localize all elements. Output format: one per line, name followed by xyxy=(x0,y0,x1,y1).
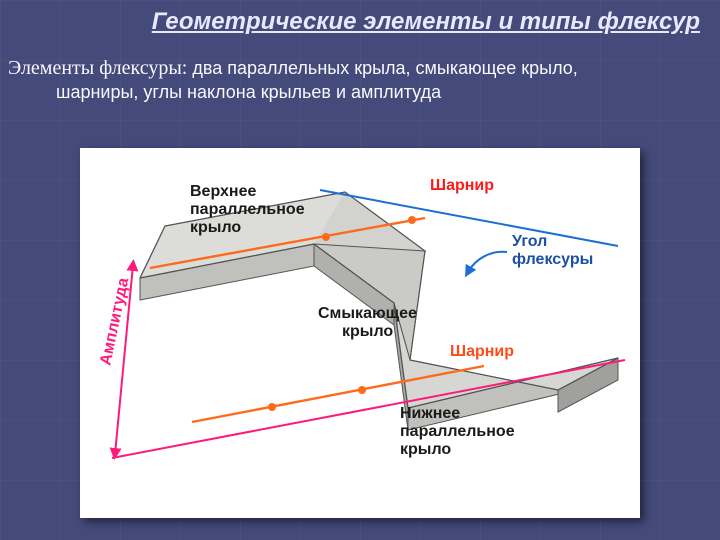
label-closing-2: крыло xyxy=(342,323,393,340)
flexure-diagram: Верхнее параллельное крыло Шарнир Угол ф… xyxy=(80,148,640,518)
label-upper-wing-2: параллельное xyxy=(190,201,305,218)
label-upper-wing-3: крыло xyxy=(190,219,241,236)
label-lower-wing-1: Нижнее xyxy=(400,405,460,422)
subtitle: Элементы флексуры: два параллельных крыл… xyxy=(8,55,690,104)
label-lower-wing-3: крыло xyxy=(400,441,451,458)
label-upper-wing-1: Верхнее xyxy=(190,183,256,200)
label-hinge-top: Шарнир xyxy=(430,177,494,194)
label-lower-wing-2: параллельное xyxy=(400,423,515,440)
slide: Геометрические элементы и типы флексур Э… xyxy=(0,0,720,540)
page-title: Геометрические элементы и типы флексур xyxy=(70,8,710,36)
label-closing-1: Смыкающее xyxy=(318,305,417,322)
label-angle-1: Угол xyxy=(512,233,547,250)
lower-reference-line xyxy=(112,360,625,458)
subtitle-lead: Элементы флексуры: xyxy=(8,57,187,79)
label-angle-2: флексуры xyxy=(512,251,593,268)
flexure-angle-arc xyxy=(468,252,507,272)
subtitle-line2: шарниры, углы наклона крыльев и амплитуд… xyxy=(8,81,690,104)
subtitle-rest: два параллельных крыла, смыкающее крыло, xyxy=(187,58,577,78)
label-hinge-bottom: Шарнир xyxy=(450,343,514,360)
